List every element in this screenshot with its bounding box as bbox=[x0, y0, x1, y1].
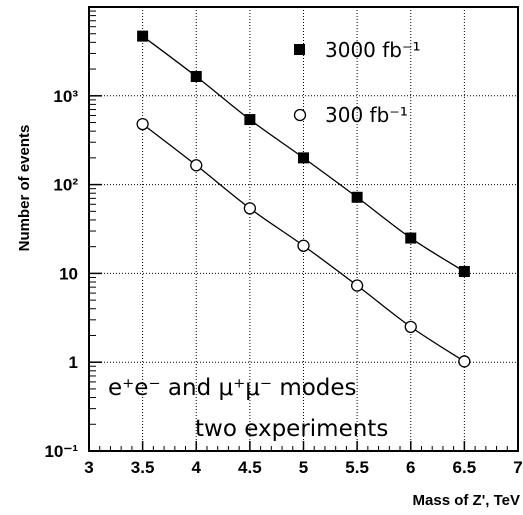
x-tick-label: 6.5 bbox=[453, 458, 477, 477]
x-tick-label: 5 bbox=[299, 458, 308, 477]
x-tick-label: 7 bbox=[513, 458, 522, 477]
data-point-circle bbox=[350, 279, 364, 292]
x-tick-label: 4 bbox=[192, 458, 202, 477]
legend-label-300: 300 fb⁻¹ bbox=[325, 103, 408, 127]
data-point-circle bbox=[190, 159, 203, 172]
data-point-square bbox=[351, 191, 363, 203]
y-tick-label: 10 bbox=[59, 264, 78, 283]
series-markers bbox=[136, 30, 471, 368]
data-point-circle bbox=[458, 355, 471, 368]
y-tick-label: 10² bbox=[53, 176, 78, 195]
y-tick-label: 10³ bbox=[53, 87, 78, 106]
y-tick-label: 10⁻¹ bbox=[44, 442, 78, 461]
legend-marker-3000 bbox=[294, 44, 305, 55]
data-point-square bbox=[244, 114, 256, 126]
x-tick-labels: 3 3.5 4 4.5 5 5.5 6 6.5 7 bbox=[84, 458, 522, 477]
data-point-square bbox=[405, 232, 417, 244]
data-point-square bbox=[190, 70, 202, 82]
data-point-circle bbox=[243, 202, 257, 215]
data-point-circle bbox=[404, 320, 417, 334]
grid bbox=[89, 7, 518, 452]
data-point-square bbox=[137, 30, 149, 42]
x-axis-title: Mass of Z', TeV bbox=[413, 492, 520, 509]
data-point-square bbox=[458, 266, 470, 278]
data-point-square bbox=[298, 152, 309, 164]
annotation-modes: e⁺e⁻ and μ⁺μ⁻ modes bbox=[108, 375, 357, 401]
y-tick-label: 1 bbox=[69, 353, 78, 372]
legend: 3000 fb⁻¹ 300 fb⁻¹ bbox=[293, 38, 421, 127]
data-point-circle bbox=[297, 239, 310, 252]
data-point-circle bbox=[136, 117, 149, 131]
legend-marker-300 bbox=[293, 108, 307, 122]
y-axis-title: Number of events bbox=[16, 125, 33, 252]
x-tick-label: 6 bbox=[406, 458, 415, 477]
axis-ticks bbox=[88, 10, 519, 452]
y-tick-labels: 10⁻¹ 1 10 10² 10³ bbox=[44, 87, 78, 461]
x-tick-label: 5.5 bbox=[345, 458, 369, 477]
legend-label-3000: 3000 fb⁻¹ bbox=[325, 38, 421, 62]
x-tick-label: 3.5 bbox=[131, 458, 155, 477]
x-tick-label: 3 bbox=[84, 458, 93, 477]
x-tick-label: 4.5 bbox=[238, 458, 262, 477]
annotation-experiments: two experiments bbox=[195, 416, 388, 442]
series-lines bbox=[142, 35, 465, 362]
